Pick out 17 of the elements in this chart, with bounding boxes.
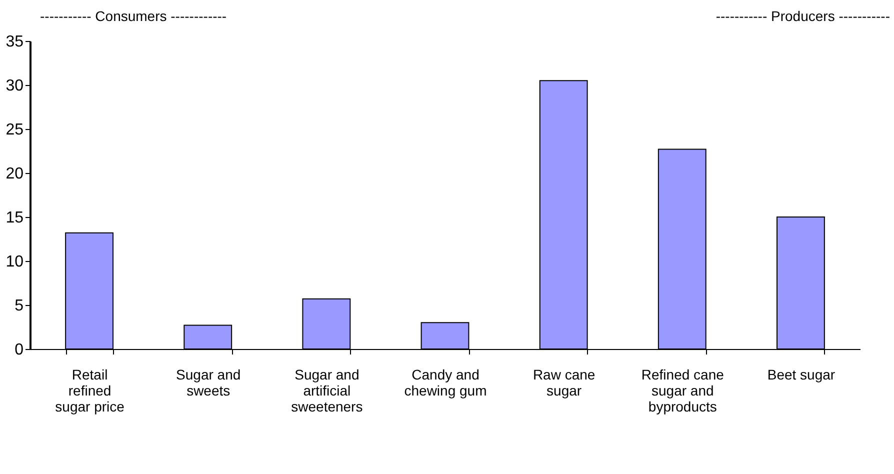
y-tick-label: 15 <box>6 210 24 226</box>
y-tick-label: 30 <box>6 78 24 94</box>
text: ----------- Producers ----------- <box>716 8 890 24</box>
x-tick-label: Beet sugar <box>767 366 836 382</box>
y-tick-label: 10 <box>6 254 24 270</box>
y-tick-label: 5 <box>14 298 24 314</box>
y-tick-label: 25 <box>6 122 24 138</box>
y-tick-label: 20 <box>6 166 24 182</box>
x-tick-label: Raw cane sugar <box>532 366 596 398</box>
text: ----------- Consumers ------------ <box>40 8 227 24</box>
x-tick-label: Sugar and artificial sweeteners <box>291 366 363 414</box>
x-tick-label: Sugar and sweets <box>176 366 241 398</box>
x-tick-label: Retail refined sugar price <box>55 366 125 414</box>
x-tick-label: Refined cane sugar and byproducts <box>641 366 724 414</box>
y-tick-label: 0 <box>14 342 24 358</box>
x-tick-label: Candy and chewing gum <box>404 366 487 398</box>
y-tick-label: 35 <box>6 34 24 50</box>
